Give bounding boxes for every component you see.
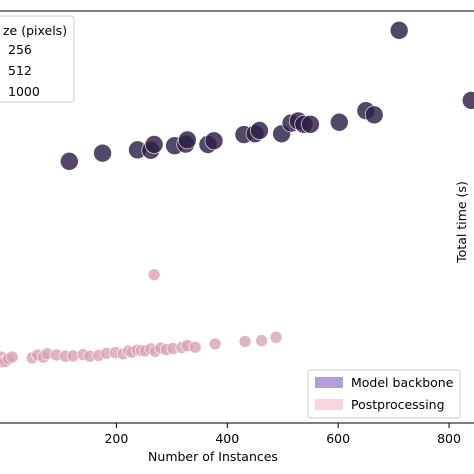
x-tick-label: 600 [326,431,350,446]
postprocessing-point [238,335,252,348]
x-tick-label: 800 [437,431,461,446]
size-legend-box [0,15,75,103]
postprocessing-point [188,340,202,354]
backbone-points [59,21,474,171]
backbone-point [144,135,164,154]
y-axis-label: Total time (s) [454,181,469,264]
postprocessing-point [147,268,161,281]
legend-swatch-model-backbone [315,377,343,388]
x-axis-ticks: 200 400 600 800 [104,423,461,446]
backbone-point [329,112,349,132]
plot-frame [0,10,474,424]
backbone-point [59,152,79,171]
postprocessing-point [255,334,268,347]
size-legend: ze (pixels) 256 512 1000 [0,15,75,103]
postprocessing-point [208,337,222,351]
postprocessing-points [0,268,283,369]
size-legend-title: ze (pixels) [3,23,67,38]
backbone-point [364,105,384,125]
postprocessing-point [269,331,283,344]
color-legend: Model backbone Postprocessing [307,369,461,419]
backbone-point [301,115,320,134]
legend-label-model-backbone: Model backbone [351,375,454,390]
backbone-point [93,143,112,163]
size-legend-entry-1000: 1000 [8,84,40,99]
x-axis-label: Number of Instances [148,449,278,464]
backbone-point [389,21,409,40]
backbone-point [250,121,269,140]
legend-label-postprocessing: Postprocessing [351,397,445,412]
backbone-point [461,91,474,110]
color-legend-box [307,369,461,419]
x-tick-label: 200 [104,431,128,446]
legend-swatch-postprocessing [315,399,343,410]
x-tick-label: 400 [215,431,239,446]
size-legend-entry-256: 256 [8,42,32,57]
backbone-point [204,131,224,151]
backbone-point [178,130,197,150]
size-legend-entry-512: 512 [8,63,32,78]
postprocessing-point [5,350,19,364]
